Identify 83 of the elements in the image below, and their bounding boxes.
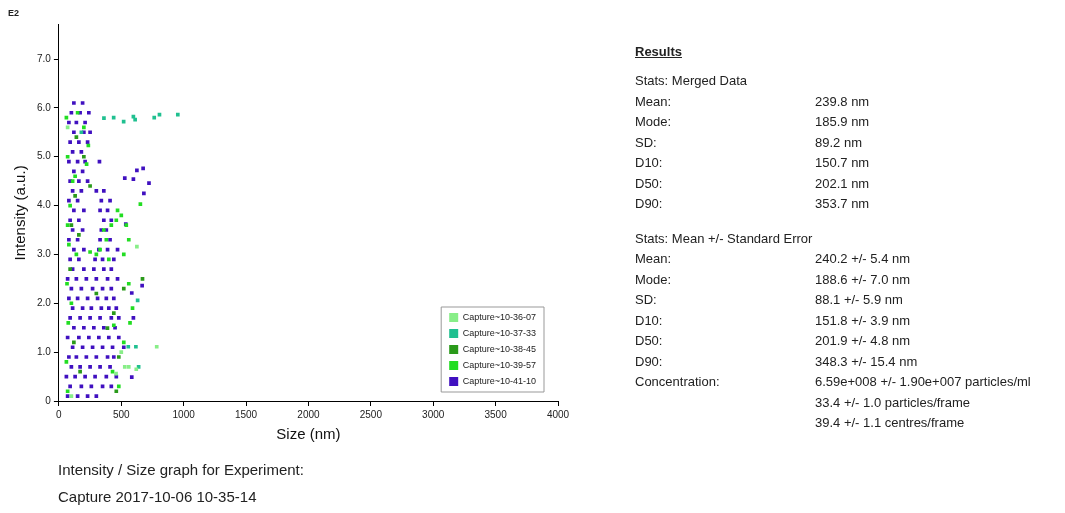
text: 151.8 +/- 3.9 nm: [815, 311, 911, 330]
text: 185.9 nm: [815, 113, 870, 131]
text: Results: [635, 44, 683, 59]
point: [119, 350, 124, 354]
text: SD:: [635, 291, 658, 309]
legend-label: Capture~10-39-57: [462, 359, 537, 370]
point: [126, 364, 131, 369]
y-tick-label: 0: [45, 394, 52, 406]
point: [106, 257, 111, 262]
text: D90:: [635, 352, 664, 371]
y-tick-label: 4.0: [37, 199, 52, 211]
text: 239.8 nm: [815, 92, 870, 111]
point: [73, 193, 77, 198]
point: [109, 223, 114, 227]
legend-label: Capture~10-37-33: [462, 327, 537, 338]
x-tick-label: 1000: [172, 408, 196, 420]
point: [73, 174, 77, 179]
point: [77, 233, 81, 237]
text: 202.1 nm: [815, 174, 870, 193]
point: [66, 320, 71, 325]
legend-label: Capture~10-36-07: [462, 311, 537, 322]
text: Mode:: [635, 113, 673, 131]
point: [104, 237, 109, 242]
text: Concentration:: [635, 373, 721, 391]
text: Capture 2017-10-06 10-35-14: [58, 487, 258, 507]
y-tick-label: 2.0: [37, 297, 52, 309]
text: D90:: [635, 195, 664, 213]
text: 6.59e+008 +/- 1.90e+007 particles/ml 33.4 +/- 1.0 particles/frame 39.4 +/- 1.1 centres/frame: [815, 373, 1031, 432]
y-axis-title: Intensity (a.u.): [11, 165, 29, 261]
text: 150.7 nm: [815, 154, 870, 172]
x-tick-label: 1500: [234, 408, 258, 420]
point: [128, 320, 132, 325]
y-tick-label: 6.0: [37, 101, 52, 113]
point: [126, 344, 131, 349]
point: [134, 344, 138, 349]
point: [122, 364, 127, 369]
y-tick-label: 5.0: [37, 150, 52, 162]
y-tick-label: 3.0: [37, 248, 52, 260]
point: [65, 281, 69, 286]
x-tick-label: 500: [112, 408, 131, 420]
point: [111, 311, 116, 315]
point: [116, 355, 121, 359]
text: D10:: [635, 154, 664, 172]
text: D50:: [635, 174, 664, 193]
point: [114, 389, 119, 394]
point: [175, 112, 180, 117]
text: Stats: Merged Data: [635, 72, 748, 90]
point: [102, 116, 106, 120]
text: D50:: [635, 332, 664, 350]
point: [88, 184, 92, 188]
point: [126, 237, 131, 242]
text: Mean:: [635, 250, 673, 268]
point: [88, 250, 92, 254]
point: [78, 369, 82, 374]
y-tick-label: 1.0: [37, 345, 52, 357]
x-axis-title: Size (nm): [276, 425, 341, 443]
y-tick-label: 7.0: [37, 52, 52, 64]
text: Stats: Mean +/- Standard Error: [635, 229, 814, 248]
point: [114, 218, 119, 223]
x-tick-label: 3000: [422, 408, 445, 420]
text: SD:: [635, 133, 658, 152]
legend-label: Capture~10-41-10: [462, 375, 537, 386]
text: 353.7 nm: [815, 195, 870, 213]
text: Intensity / Size graph for Experiment:: [58, 460, 305, 480]
point: [154, 344, 159, 349]
x-tick-label: 0: [56, 408, 63, 420]
text: 88.1 +/- 5.9 nm: [815, 291, 903, 309]
x-tick-label: 4000: [546, 408, 570, 420]
point: [126, 281, 131, 286]
text: 201.9 +/- 4.8 nm: [815, 332, 911, 350]
text: 240.2 +/- 5.4 nm: [815, 250, 911, 268]
text: Mean:: [635, 92, 673, 111]
text: D10:: [635, 311, 664, 330]
legend-label: Capture~10-38-45: [462, 343, 537, 354]
chart-title: E2: [8, 7, 20, 18]
x-tick-label: 2000: [297, 408, 321, 420]
x-tick-label: 3500: [484, 408, 508, 420]
text: 188.6 +/- 7.0 nm: [815, 270, 911, 289]
text: 89.2 nm: [815, 133, 862, 152]
point: [82, 154, 86, 159]
x-tick-label: 2500: [359, 408, 383, 420]
text: 348.3 +/- 15.4 nm: [815, 352, 918, 371]
text: Mode:: [635, 270, 673, 289]
